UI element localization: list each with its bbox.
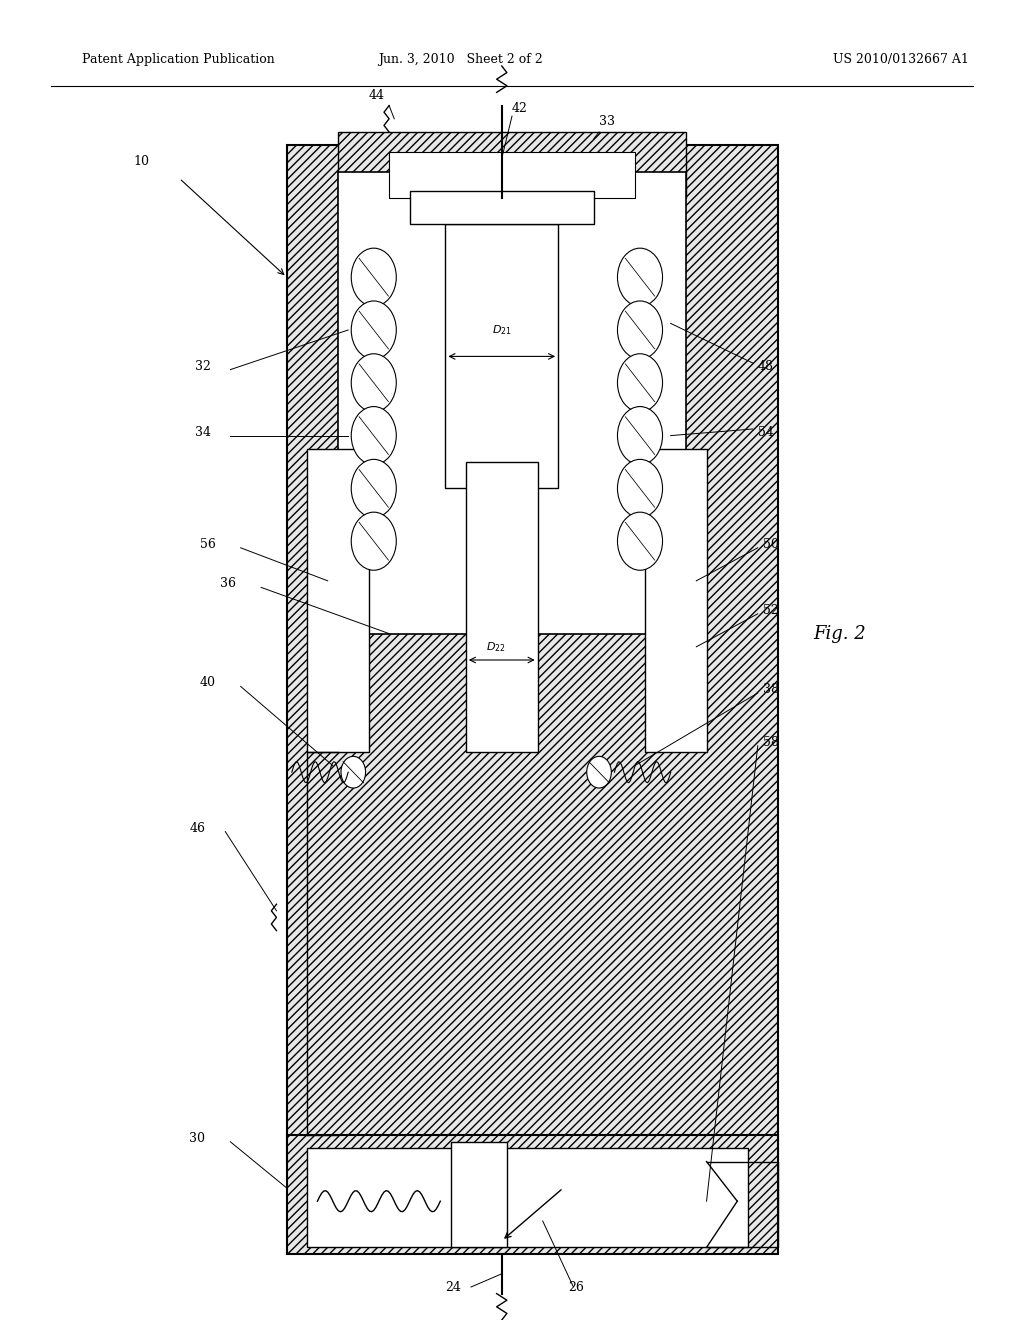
Bar	[338, 172, 686, 634]
Text: 42: 42	[512, 102, 528, 115]
Text: 56: 56	[200, 537, 216, 550]
Bar	[451, 1142, 507, 1247]
Circle shape	[587, 756, 611, 788]
Text: 50: 50	[763, 537, 779, 550]
Text: 26: 26	[568, 1280, 585, 1294]
Circle shape	[351, 512, 396, 570]
Circle shape	[351, 459, 396, 517]
Text: 30: 30	[189, 1131, 206, 1144]
Circle shape	[351, 301, 396, 359]
Bar	[445, 224, 558, 488]
Bar	[338, 132, 686, 198]
Text: $D_{21}$: $D_{21}$	[492, 323, 512, 337]
Bar	[307, 1148, 748, 1247]
Circle shape	[617, 248, 663, 306]
Circle shape	[617, 407, 663, 465]
Circle shape	[351, 248, 396, 306]
Text: 54: 54	[758, 425, 774, 438]
Text: 36: 36	[220, 577, 237, 590]
Circle shape	[341, 756, 366, 788]
Text: 24: 24	[445, 1280, 462, 1294]
Bar	[645, 449, 707, 752]
Text: US 2010/0132667 A1: US 2010/0132667 A1	[834, 53, 969, 66]
Text: 46: 46	[189, 821, 206, 834]
Circle shape	[351, 407, 396, 465]
Text: Jun. 3, 2010   Sheet 2 of 2: Jun. 3, 2010 Sheet 2 of 2	[379, 53, 543, 66]
Bar	[466, 462, 538, 752]
Text: 58: 58	[763, 735, 779, 748]
Circle shape	[617, 512, 663, 570]
Text: 10: 10	[133, 154, 150, 168]
Text: Fig. 2: Fig. 2	[813, 624, 866, 643]
Text: 33: 33	[599, 115, 615, 128]
Circle shape	[351, 354, 396, 412]
Text: 52: 52	[763, 603, 778, 616]
Text: 32: 32	[195, 359, 211, 372]
Text: $D_{22}$: $D_{22}$	[486, 640, 506, 653]
Bar	[389, 152, 635, 198]
Bar	[410, 191, 594, 224]
Circle shape	[617, 301, 663, 359]
Text: 38: 38	[763, 682, 779, 696]
Circle shape	[617, 459, 663, 517]
Text: 34: 34	[195, 425, 211, 438]
Bar	[307, 449, 369, 752]
Text: Patent Application Publication: Patent Application Publication	[82, 53, 274, 66]
Circle shape	[617, 354, 663, 412]
Text: 40: 40	[200, 676, 216, 689]
Text: 44: 44	[369, 88, 385, 102]
Bar	[287, 145, 778, 1162]
Bar	[287, 1135, 778, 1254]
Text: 48: 48	[758, 359, 774, 372]
